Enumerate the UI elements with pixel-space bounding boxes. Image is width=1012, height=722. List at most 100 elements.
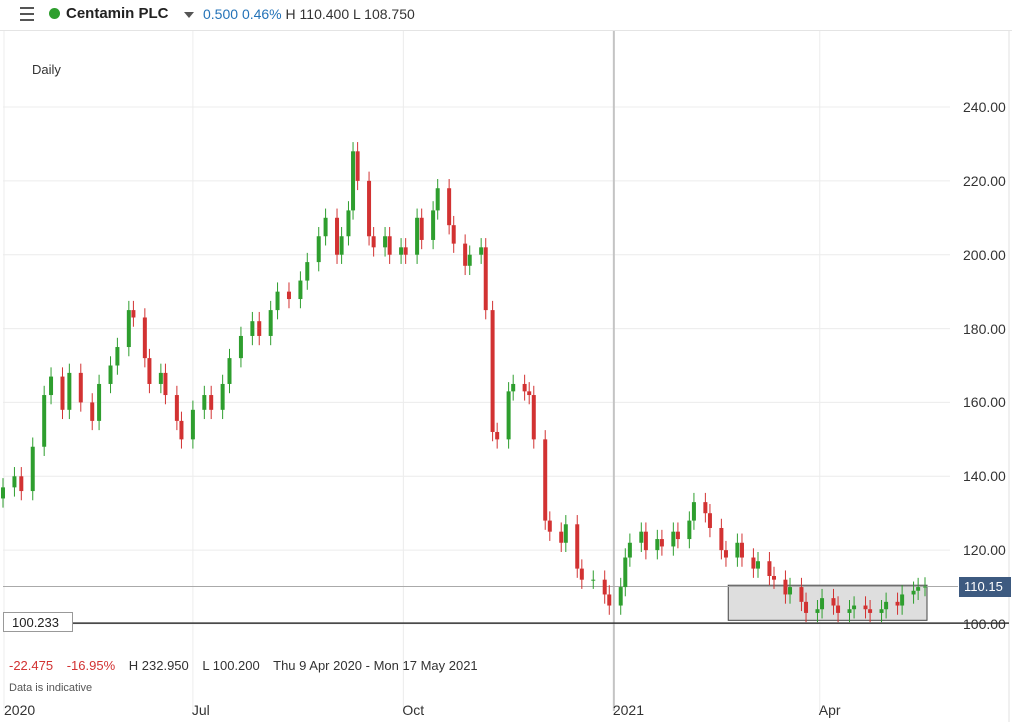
caret-down-icon[interactable] [184,12,194,18]
y-tick-label: 200.00 [963,246,1006,263]
candle [799,587,804,602]
candle [383,236,388,248]
candle [739,542,744,558]
candle [147,358,152,384]
instrument-name[interactable]: Centamin PLC [66,5,169,22]
candle [158,372,163,384]
candle [543,439,548,521]
candle [115,347,120,366]
candle [788,587,793,595]
candle [419,217,424,240]
candle [479,247,484,255]
candle [490,310,495,432]
low-marker-label: 100.233 [3,612,73,632]
candle [268,310,273,336]
candle [707,513,712,528]
candle [179,420,184,440]
chart-header: Centamin PLC 0.500 0.46% H 110.400 L 108… [0,0,1012,31]
candle [735,542,740,558]
candle [108,365,113,384]
menu-icon[interactable] [20,7,34,21]
candle [591,579,596,581]
candle [847,609,852,613]
range-high: H 232.950 [128,658,189,673]
y-tick-label: 120.00 [963,542,1006,559]
candle [351,151,356,211]
candle [836,605,841,613]
x-tick-label: 2020 [4,702,36,718]
candle [257,321,262,336]
y-tick-label: 140.00 [963,468,1006,485]
candle [723,550,728,558]
candle [923,586,927,588]
candle [868,609,873,613]
candle [655,539,660,551]
candle [527,391,532,396]
y-tick-label: 180.00 [963,320,1006,337]
candle [415,217,420,255]
y-tick-label: 220.00 [963,172,1006,189]
candle [403,247,408,255]
disclaimer: Data is indicative [9,682,93,694]
candle [831,598,836,606]
y-tick-label: 100.00 [963,616,1006,632]
candle [911,590,916,595]
candle [607,594,612,606]
x-tick-label: 2021 [612,702,644,718]
price-chart[interactable] [0,31,1012,722]
candle [49,376,54,396]
quote-high: H 110.400 [285,6,350,22]
candle [19,476,24,492]
candle [879,609,884,613]
candle [575,524,580,569]
candle [506,391,511,440]
candle [1,487,5,499]
candle [316,236,321,263]
candle [97,383,102,421]
candle [431,210,436,240]
range-low: L 100.200 [202,658,260,673]
candle [346,210,351,237]
candle [202,395,207,410]
x-tick-label: Oct [402,702,425,718]
candle [815,609,820,613]
candle [126,310,131,348]
candle [250,321,255,336]
candle [719,527,724,551]
quote-low: L 108.750 [353,6,415,22]
candle [639,531,644,543]
candle [618,587,623,606]
candle [60,376,65,410]
candle [547,520,552,532]
candle [703,502,708,514]
candle [767,561,772,576]
candle [531,395,536,440]
highlight-box [727,584,928,621]
candle [691,502,696,521]
candle [467,254,472,266]
candle [399,247,404,255]
candle [387,236,392,255]
candle [772,575,777,580]
quote-summary: 0.500 0.46% H 110.400 L 108.750 [203,6,415,22]
range-change-pct: -16.95% [66,658,116,673]
y-tick-label: 240.00 [963,99,1006,115]
candle [78,372,83,403]
candle [30,446,35,492]
candle [522,383,527,392]
candle [355,151,360,181]
candle [804,601,809,613]
x-tick-label: Apr [818,702,841,718]
candle [447,188,452,226]
candle [174,395,179,421]
candle [671,531,676,547]
candle [495,431,500,440]
candle [286,291,291,300]
candle [67,372,72,410]
quote-change: 0.500 [203,6,239,22]
candle [435,188,440,211]
candle [579,568,584,580]
candle [323,217,328,237]
current-price-tag: 110.15 [959,577,1011,597]
candle [895,601,900,606]
